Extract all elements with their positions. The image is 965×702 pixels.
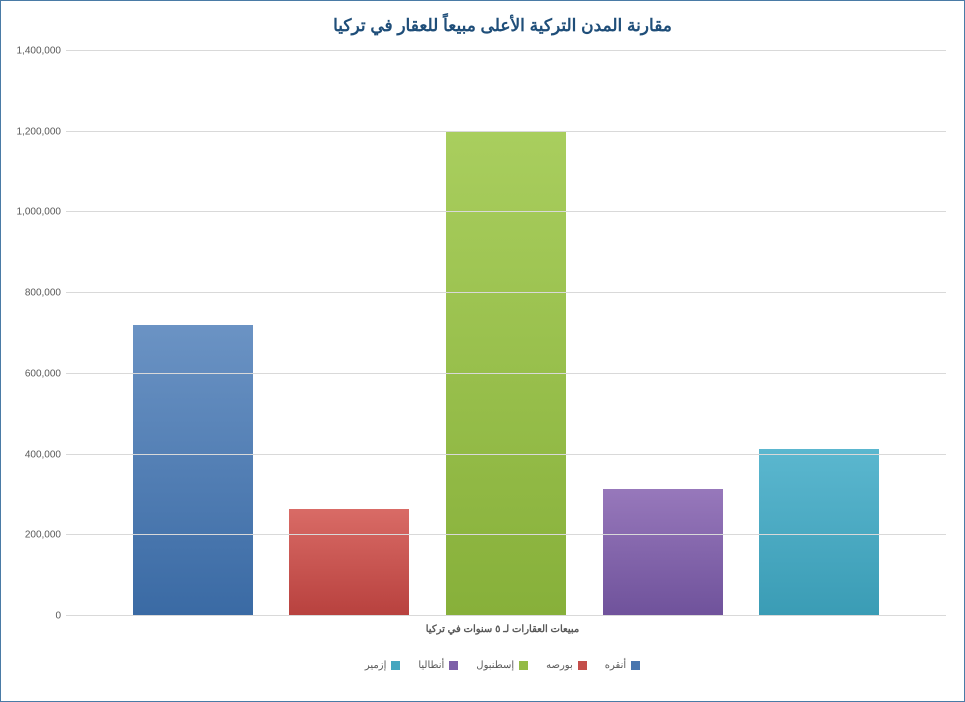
- bars-group: [66, 51, 946, 616]
- y-tick-label: 200,000: [25, 530, 61, 541]
- legend-label: أنقره: [605, 660, 626, 671]
- legend-item: أنقره: [605, 660, 640, 671]
- legend-swatch: [519, 661, 528, 670]
- bar-بورصه: [289, 509, 409, 616]
- legend-swatch: [578, 661, 587, 670]
- y-tick-label: 400,000: [25, 449, 61, 460]
- legend-item: إسطنبول: [476, 660, 528, 671]
- legend-label: أنطاليا: [418, 660, 444, 671]
- legend-label: إزمير: [365, 660, 387, 671]
- legend: أنقره بورصه إسطنبول أنطاليا إزمير: [61, 660, 944, 671]
- grid-line: [66, 131, 946, 132]
- grid-line: [66, 50, 946, 51]
- grid-line: [66, 373, 946, 374]
- x-axis-label: مبيعات العقارات لـ ٥ سنوات في تركيا: [61, 624, 944, 635]
- grid-line: [66, 454, 946, 455]
- y-tick-label: 1,000,000: [17, 207, 62, 218]
- grid-line: [66, 615, 946, 616]
- chart-title: مقارنة المدن التركية الأعلى مبيعاً للعقا…: [61, 16, 944, 36]
- y-tick-label: 1,200,000: [17, 126, 62, 137]
- legend-label: إسطنبول: [476, 660, 514, 671]
- y-axis: 0200,000400,000600,000800,0001,000,0001,…: [11, 51, 66, 616]
- legend-swatch: [631, 661, 640, 670]
- legend-item: إزمير: [365, 660, 401, 671]
- y-tick-label: 1,400,000: [17, 46, 62, 57]
- legend-item: بورصه: [546, 660, 587, 671]
- grid-line: [66, 292, 946, 293]
- bar-أنقره: [133, 325, 253, 616]
- bar-إسطنبول: [446, 132, 566, 616]
- chart-container: مقارنة المدن التركية الأعلى مبيعاً للعقا…: [0, 0, 965, 702]
- bar-إزمير: [759, 449, 879, 616]
- y-tick-label: 0: [55, 611, 61, 622]
- grid-line: [66, 534, 946, 535]
- legend-item: أنطاليا: [418, 660, 458, 671]
- bar-أنطاليا: [603, 489, 723, 616]
- y-tick-label: 800,000: [25, 288, 61, 299]
- legend-swatch: [449, 661, 458, 670]
- y-tick-label: 600,000: [25, 368, 61, 379]
- legend-swatch: [391, 661, 400, 670]
- grid-line: [66, 211, 946, 212]
- legend-label: بورصه: [546, 660, 573, 671]
- plot-area: 0200,000400,000600,000800,0001,000,0001,…: [66, 51, 946, 616]
